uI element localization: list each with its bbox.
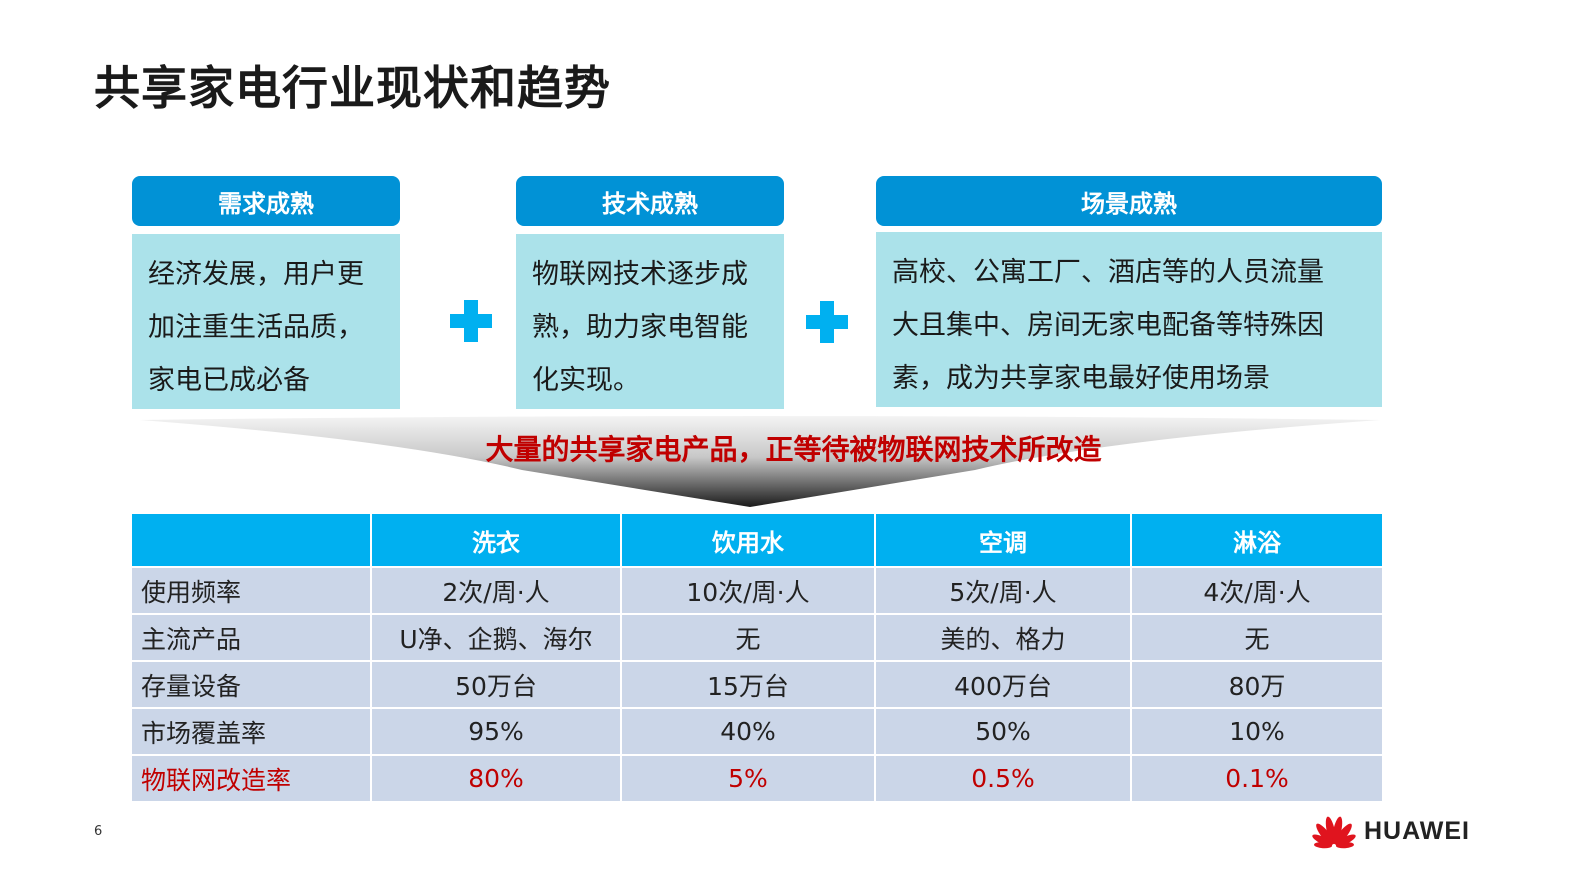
table-cell: 美的、格力 bbox=[874, 613, 1132, 662]
table-cell: 10次/周·人 bbox=[620, 566, 876, 615]
card-line: 物联网技术逐步成 bbox=[532, 259, 748, 290]
table-cell: 5次/周·人 bbox=[874, 566, 1132, 615]
table-row: 使用频率 2次/周·人 10次/周·人 5次/周·人 4次/周·人 bbox=[130, 566, 1384, 615]
table-cell: 400万台 bbox=[874, 660, 1132, 709]
huawei-logo: HUAWEI bbox=[1310, 812, 1470, 850]
page-number: 6 bbox=[94, 824, 103, 839]
row-label: 存量设备 bbox=[130, 660, 372, 709]
table-cell: 95% bbox=[370, 707, 622, 756]
card-line: 素，成为共享家电最好使用场景 bbox=[892, 363, 1270, 394]
card-line: 大且集中、房间无家电配备等特殊因 bbox=[892, 310, 1324, 341]
slide-title: 共享家电行业现状和趋势 bbox=[94, 61, 611, 115]
banner-text: 大量的共享家电产品，正等待被物联网技术所改造 bbox=[485, 433, 1102, 466]
huawei-petal-icon bbox=[1312, 816, 1356, 849]
table-cell: 10% bbox=[1130, 707, 1384, 756]
card-heading-scenario: 场景成熟 bbox=[876, 176, 1382, 226]
table-header: 空调 bbox=[874, 512, 1132, 568]
card-line: 高校、公寓工厂、酒店等的人员流量 bbox=[892, 257, 1324, 288]
table-cell: 5% bbox=[620, 754, 876, 803]
table-row: 主流产品 U净、企鹅、海尔 无 美的、格力 无 bbox=[130, 613, 1384, 662]
card-body-demand: 经济发展，用户更 加注重生活品质， 家电已成必备 bbox=[132, 234, 400, 409]
table-row: 存量设备 50万台 15万台 400万台 80万 bbox=[130, 660, 1384, 709]
table-header-row: 洗衣 饮用水 空调 淋浴 bbox=[130, 512, 1384, 568]
card-heading-demand: 需求成熟 bbox=[132, 176, 400, 226]
card-line: 家电已成必备 bbox=[148, 365, 310, 396]
table-header: 洗衣 bbox=[370, 512, 622, 568]
table-cell: U净、企鹅、海尔 bbox=[370, 613, 622, 662]
card-body-scenario: 高校、公寓工厂、酒店等的人员流量 大且集中、房间无家电配备等特殊因 素，成为共享… bbox=[876, 232, 1382, 407]
card-line: 加注重生活品质， bbox=[148, 312, 364, 343]
table-cell: 50% bbox=[874, 707, 1132, 756]
row-label: 物联网改造率 bbox=[130, 754, 372, 803]
table-cell: 40% bbox=[620, 707, 876, 756]
card-body-technology: 物联网技术逐步成 熟，助力家电智能 化实现。 bbox=[516, 234, 784, 409]
row-label: 使用频率 bbox=[130, 566, 372, 615]
table-cell: 15万台 bbox=[620, 660, 876, 709]
table-cell: 4次/周·人 bbox=[1130, 566, 1384, 615]
table-cell: 无 bbox=[620, 613, 876, 662]
row-label: 市场覆盖率 bbox=[130, 707, 372, 756]
table-cell: 0.1% bbox=[1130, 754, 1384, 803]
table-cell: 80万 bbox=[1130, 660, 1384, 709]
table-cell: 80% bbox=[370, 754, 622, 803]
plus-icon bbox=[806, 301, 848, 343]
table-row-highlight: 物联网改造率 80% 5% 0.5% 0.1% bbox=[130, 754, 1384, 803]
card-line: 熟，助力家电智能 bbox=[532, 312, 748, 343]
card-line: 化实现。 bbox=[532, 365, 640, 396]
table-header: 饮用水 bbox=[620, 512, 876, 568]
table-cell: 2次/周·人 bbox=[370, 566, 622, 615]
table-cell: 0.5% bbox=[874, 754, 1132, 803]
plus-icon bbox=[450, 300, 492, 342]
comparison-table: 洗衣 饮用水 空调 淋浴 使用频率 2次/周·人 10次/周·人 5次/周·人 … bbox=[130, 512, 1384, 803]
row-label: 主流产品 bbox=[130, 613, 372, 662]
logo-text: HUAWEI bbox=[1364, 816, 1470, 845]
table-header: 淋浴 bbox=[1130, 512, 1384, 568]
card-heading-technology: 技术成熟 bbox=[516, 176, 784, 226]
table-row: 市场覆盖率 95% 40% 50% 10% bbox=[130, 707, 1384, 756]
table-cell: 50万台 bbox=[370, 660, 622, 709]
table-cell: 无 bbox=[1130, 613, 1384, 662]
table-header bbox=[130, 512, 372, 568]
card-line: 经济发展，用户更 bbox=[148, 259, 364, 290]
